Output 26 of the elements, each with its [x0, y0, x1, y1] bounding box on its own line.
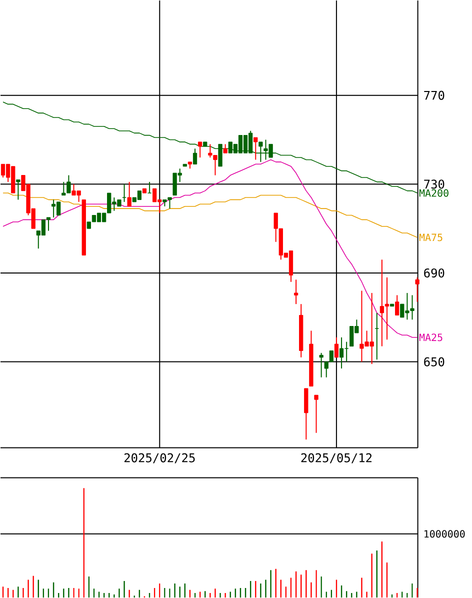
y-tick-label: 730: [424, 180, 444, 189]
candlestick: [218, 144, 222, 167]
candlestick: [127, 181, 132, 207]
y-tick-label: 690: [424, 268, 444, 278]
candlestick: [254, 137, 258, 160]
candlestick: [258, 141, 263, 162]
series-label: MA75: [420, 234, 442, 242]
y-tick-label: 1000000: [424, 530, 465, 538]
candlestick: [294, 279, 298, 305]
candlestick: [314, 394, 318, 434]
x-tick-label: 2025/05/12: [301, 453, 372, 464]
candlestick: [198, 141, 202, 158]
series-label: MA200: [420, 189, 449, 197]
candlestick: [319, 352, 324, 378]
candlestick: [415, 276, 420, 302]
y-tick-label: 650: [424, 357, 444, 366]
candlestick: [334, 336, 339, 358]
candlestick: [16, 179, 20, 200]
candlestick: [148, 181, 152, 194]
candlestick: [193, 148, 198, 165]
candlestick: [395, 294, 400, 316]
series-label: MA25: [420, 334, 442, 342]
candlestick: [122, 184, 126, 202]
candlestick: [374, 312, 380, 360]
y-tick-label: 770: [424, 90, 444, 100]
x-tick-label: 2025/02/25: [124, 453, 195, 464]
